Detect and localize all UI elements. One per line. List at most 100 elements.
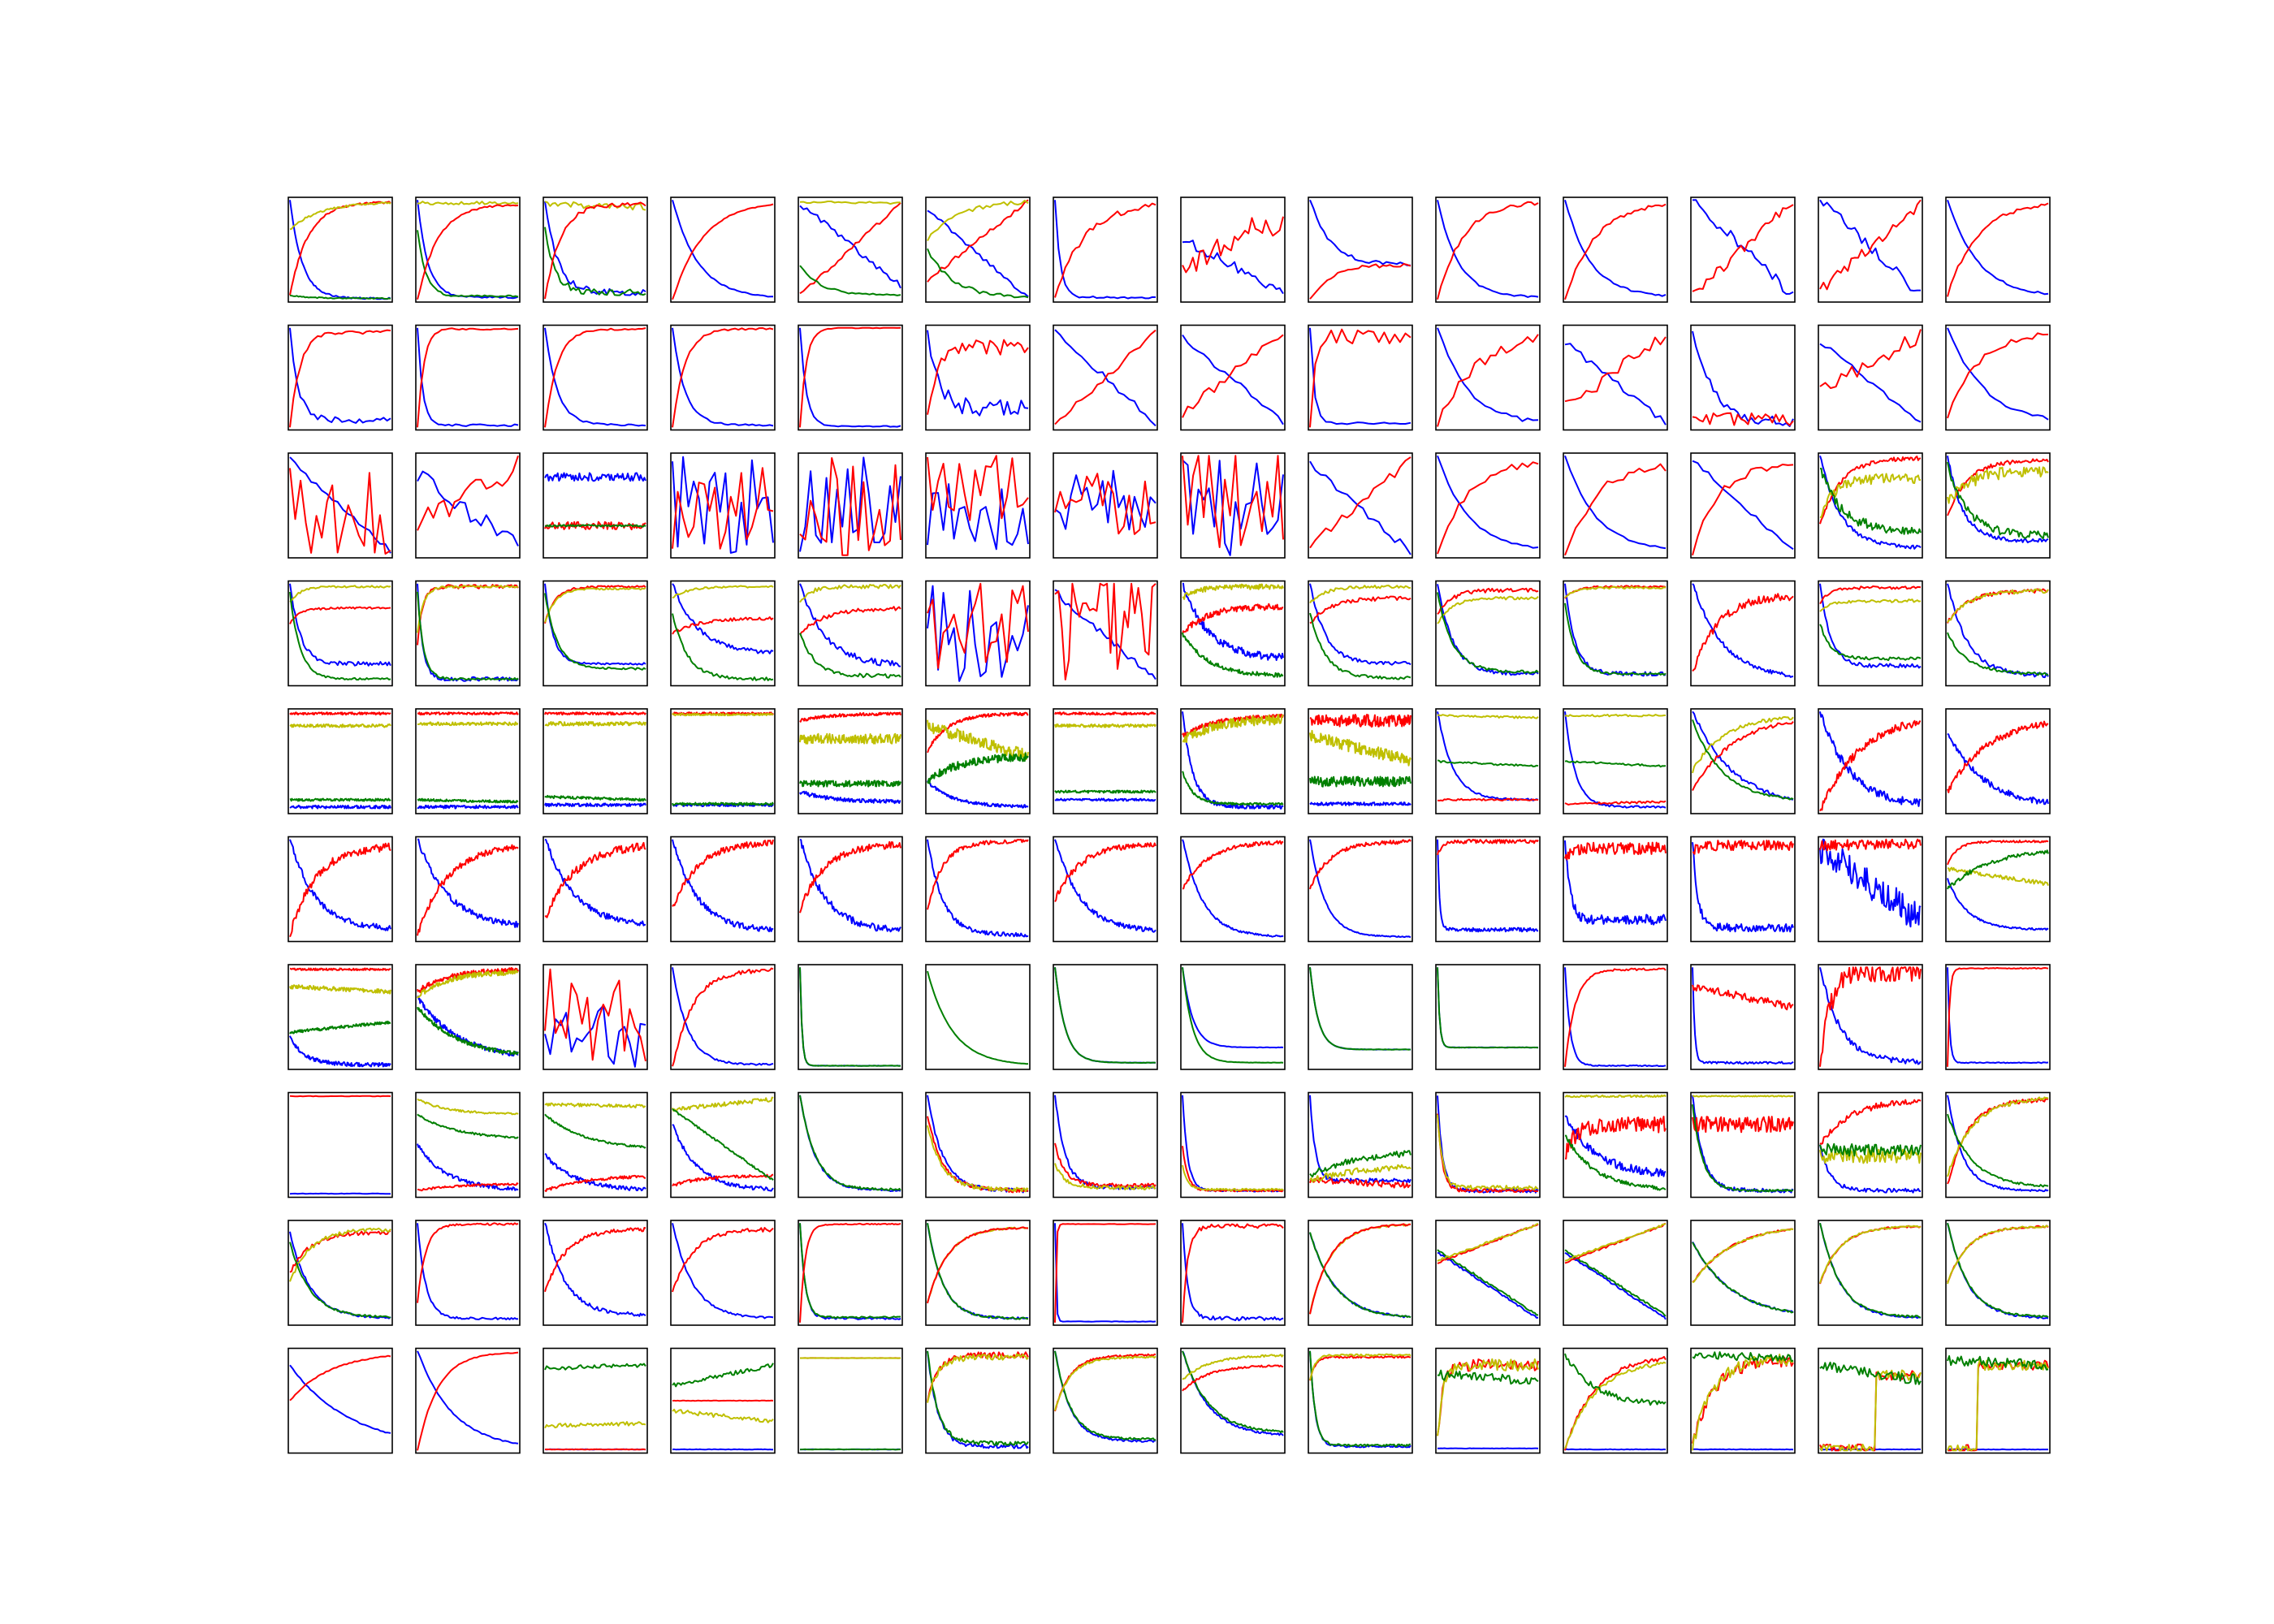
series-val-loss-line [799, 1223, 901, 1320]
subplot-r10-c6 [925, 1347, 1031, 1454]
series-val-loss-line [1947, 461, 2049, 540]
subplot-frame [1563, 964, 1668, 1070]
series-loss-line [1819, 455, 1922, 550]
series-acc-line [1564, 1116, 1667, 1160]
series-val-acc-line [417, 201, 519, 205]
series-val-acc-line [289, 585, 391, 603]
series-val-loss-line [1692, 1351, 1794, 1363]
subplot-r6-c2 [415, 836, 521, 943]
series-acc-line [289, 842, 391, 938]
subplot-frame [415, 452, 521, 559]
series-val-acc-line [1947, 1359, 2049, 1452]
series-acc-line [1054, 329, 1156, 425]
series-acc-line [289, 711, 391, 716]
series-val-loss-line [1309, 612, 1412, 680]
series-val-loss-line [417, 1006, 519, 1056]
subplot-r2-c11 [1563, 324, 1668, 431]
series-val-acc-line [1182, 714, 1284, 743]
series-acc-line [1309, 328, 1412, 428]
series-loss-line [289, 583, 391, 667]
subplot-r5-c7 [1053, 708, 1158, 814]
series-acc-line [1182, 603, 1284, 635]
series-acc-line [1054, 1223, 1156, 1323]
series-val-loss-line [1692, 1242, 1794, 1314]
series-val-loss-line [544, 794, 646, 802]
subplot-r9-c12 [1690, 1220, 1796, 1326]
subplot-frame [1053, 1220, 1158, 1326]
subplot-r9-c1 [287, 1220, 393, 1326]
subplot-r2-c2 [415, 324, 521, 431]
subplot-r1-c13 [1818, 197, 1923, 303]
series-val-loss-line [417, 1113, 519, 1139]
subplot-frame [1053, 1091, 1158, 1199]
subplot-r6-c3 [543, 836, 648, 943]
series-loss-line [417, 470, 519, 546]
series-val-acc-line [927, 1353, 1029, 1403]
subplot-r9-c2 [415, 1220, 521, 1326]
series-val-loss-line [1437, 967, 1538, 1049]
subplot-frame [1563, 197, 1668, 303]
series-loss-line [289, 1035, 391, 1068]
series-val-loss-line [544, 227, 646, 296]
series-val-acc-line [289, 723, 391, 728]
series-val-loss-line [1692, 719, 1794, 801]
series-val-acc-line [1309, 1164, 1412, 1183]
subplot-r9-c11 [1563, 1220, 1668, 1326]
series-acc-line [544, 1227, 646, 1293]
subplot-frame [1818, 836, 1923, 943]
series-loss-line [289, 327, 391, 424]
series-acc-line [1309, 1177, 1412, 1189]
series-val-acc-line [1564, 714, 1666, 718]
subplot-r10-c7 [1053, 1347, 1158, 1454]
subplot-r2-c3 [543, 324, 648, 431]
series-acc-line [1564, 1355, 1667, 1451]
series-loss-line [1564, 343, 1667, 425]
series-acc-line [1437, 587, 1539, 615]
series-acc-line [289, 967, 391, 971]
subplot-frame [1180, 964, 1286, 1070]
subplot-r1-c11 [1563, 197, 1668, 303]
series-val-loss-line [1819, 624, 1922, 662]
subplot-r1-c6 [925, 197, 1031, 303]
series-val-loss-line [1054, 789, 1156, 794]
series-loss-line [544, 472, 646, 482]
series-val-loss-line [799, 1095, 901, 1191]
subplot-r7-c8 [1180, 964, 1286, 1070]
series-acc-line [799, 326, 901, 428]
series-val-acc-line [417, 721, 519, 727]
series-loss-line [1309, 839, 1412, 939]
series-loss-line [1054, 839, 1156, 933]
series-acc-line [289, 606, 391, 624]
subplot-frame [415, 1091, 521, 1199]
series-loss-line [1819, 711, 1922, 807]
series-loss-line [672, 839, 774, 933]
series-acc-line [799, 711, 901, 723]
subplot-r8-c12 [1690, 1091, 1796, 1199]
subplot-r1-c7 [1053, 197, 1158, 303]
series-val-loss-line [544, 524, 646, 528]
series-val-loss-line [799, 633, 901, 679]
subplot-r5-c14 [1945, 708, 2051, 814]
series-val-loss-line [1182, 771, 1284, 806]
series-acc-line [1054, 842, 1156, 903]
series-acc-line [799, 606, 901, 636]
series-acc-line [672, 616, 774, 635]
series-val-loss-line [1819, 468, 1922, 535]
series-val-loss-line [289, 797, 391, 802]
subplot-r7-c5 [798, 964, 903, 1070]
subplot-frame [1563, 324, 1668, 431]
series-loss-line [544, 1153, 646, 1192]
series-acc-line [672, 1227, 774, 1293]
series-acc-line [544, 1174, 646, 1193]
series-val-acc-line [544, 720, 646, 727]
series-val-acc-line [1564, 1361, 1667, 1449]
subplot-frame [543, 1347, 648, 1454]
series-loss-line [672, 200, 774, 298]
subplot-frame [670, 836, 776, 943]
series-loss-line [1309, 583, 1412, 666]
series-acc-line [1054, 202, 1156, 298]
series-loss-line [1182, 459, 1284, 556]
subplot-r10-c10 [1435, 1347, 1541, 1454]
subplot-r3-c5 [798, 452, 903, 559]
series-loss-line [1309, 1350, 1412, 1449]
